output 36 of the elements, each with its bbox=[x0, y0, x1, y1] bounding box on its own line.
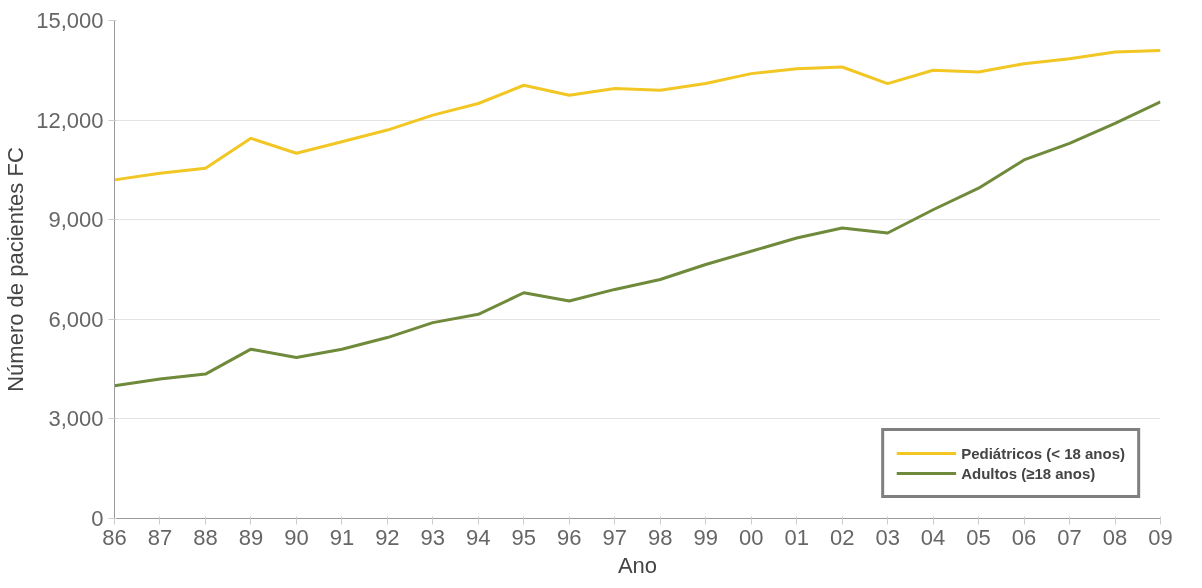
x-axis-title: Ano bbox=[617, 552, 658, 578]
legend-label: Adultos (≥18 anos) bbox=[961, 464, 1096, 482]
x-tick-label: 94 bbox=[466, 524, 491, 550]
line-series bbox=[114, 48, 1161, 182]
x-tick-label: 06 bbox=[1011, 524, 1037, 550]
x-tick-label: 05 bbox=[966, 524, 991, 550]
y-tick-label: 3,000 bbox=[48, 406, 104, 432]
x-tick-label: 89 bbox=[238, 524, 264, 550]
x-tick-label: 90 bbox=[284, 524, 309, 550]
x-tick-label: 92 bbox=[375, 524, 400, 550]
x-tick-label: 99 bbox=[693, 524, 718, 550]
x-tick-label: 93 bbox=[420, 524, 446, 550]
x-tick-label: 97 bbox=[602, 524, 628, 550]
legend-label: Pediátricos (< 18 anos) bbox=[961, 444, 1125, 462]
y-tick-label: 15,000 bbox=[36, 8, 104, 33]
line-series bbox=[114, 100, 1161, 388]
x-tick-label: 88 bbox=[193, 524, 218, 550]
y-tick-label: 9,000 bbox=[48, 207, 104, 233]
y-tick-label: 6,000 bbox=[48, 306, 104, 332]
x-tick-label: 04 bbox=[920, 524, 946, 550]
x-tick-label: 98 bbox=[648, 524, 673, 550]
x-tick-label: 00 bbox=[738, 524, 764, 550]
x-tick-label: 08 bbox=[1102, 524, 1128, 550]
x-tick-label: 86 bbox=[102, 524, 127, 550]
x-tick-label: 07 bbox=[1057, 524, 1082, 550]
x-tick-label: 91 bbox=[329, 524, 355, 550]
y-tick-label: 0 bbox=[91, 506, 104, 531]
x-tick-label: 03 bbox=[875, 524, 900, 550]
x-tick-label: 09 bbox=[1148, 524, 1173, 550]
x-tick-label: 01 bbox=[784, 524, 809, 550]
x-tick-label: 96 bbox=[557, 524, 582, 550]
y-tick-label: 12,000 bbox=[36, 107, 104, 133]
x-tick-label: 87 bbox=[147, 524, 173, 550]
x-tick-label: 02 bbox=[829, 524, 855, 550]
x-tick-label: 95 bbox=[511, 524, 537, 550]
y-axis-title: Número de pacientes FC bbox=[3, 147, 29, 392]
